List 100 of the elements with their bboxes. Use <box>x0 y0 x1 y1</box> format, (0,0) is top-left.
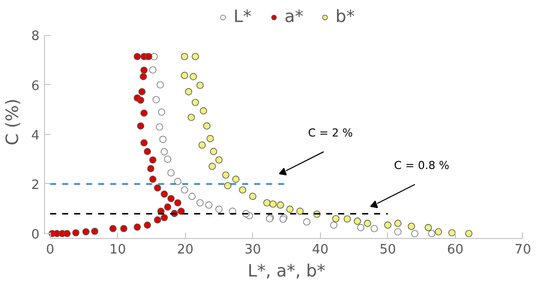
point <box>357 224 364 232</box>
point <box>196 199 204 206</box>
point <box>167 169 175 176</box>
point <box>160 148 168 156</box>
point <box>91 228 98 235</box>
point <box>192 52 199 60</box>
point <box>364 220 372 227</box>
point <box>137 122 144 130</box>
point <box>152 96 160 104</box>
point <box>140 66 148 74</box>
point <box>154 216 162 224</box>
legend-label: a* <box>284 7 304 27</box>
annotation: C = 2 % <box>308 126 353 140</box>
point <box>394 220 402 227</box>
point <box>370 224 378 232</box>
x-tick-label: 40 <box>312 242 329 258</box>
x-axis-title: L*, a*, b* <box>248 262 326 282</box>
y-tick-label: 4 <box>31 128 40 144</box>
point <box>222 171 230 179</box>
point <box>384 222 392 229</box>
point <box>149 176 156 183</box>
x-tick-label: 10 <box>109 242 126 258</box>
point <box>190 73 197 80</box>
y-axis-title: C (%) <box>3 98 24 146</box>
point <box>160 214 168 222</box>
point <box>249 192 256 200</box>
y-tick-label: 0 <box>31 228 40 243</box>
point <box>109 224 117 232</box>
point <box>134 94 141 102</box>
point <box>160 190 168 198</box>
x-tick-label: 0 <box>46 242 54 258</box>
point <box>465 230 472 238</box>
x-tick-label: 20 <box>176 242 194 258</box>
y-tick-label: 6 <box>31 78 40 94</box>
point <box>215 206 223 213</box>
point <box>144 222 152 229</box>
point <box>428 230 436 238</box>
point <box>188 114 195 121</box>
point <box>149 66 156 74</box>
point <box>296 208 304 215</box>
point <box>120 224 128 232</box>
point <box>408 222 416 230</box>
point <box>149 156 156 164</box>
point <box>424 224 432 232</box>
point <box>167 195 175 202</box>
point <box>303 218 310 226</box>
point <box>140 139 148 146</box>
point <box>178 208 185 215</box>
point <box>72 229 80 236</box>
x-tick-label: 60 <box>447 242 464 258</box>
annotation: C = 0.8 % <box>394 159 450 172</box>
point <box>394 228 402 236</box>
point <box>174 178 182 186</box>
legend-label: b* <box>336 7 356 27</box>
point <box>448 229 456 236</box>
legend-label: L* <box>234 7 252 27</box>
point <box>411 230 418 238</box>
point <box>164 203 172 211</box>
point <box>192 98 199 106</box>
point <box>180 72 188 79</box>
x-tick-label: 70 <box>514 242 532 258</box>
point <box>354 218 361 225</box>
y-tick-label: 8 <box>31 29 40 44</box>
point <box>276 201 284 209</box>
point <box>208 162 216 170</box>
point <box>344 215 351 223</box>
point <box>140 73 147 80</box>
point <box>224 182 232 190</box>
point <box>159 136 167 143</box>
x-tick-label: 50 <box>380 242 396 258</box>
point <box>140 109 148 117</box>
point <box>332 215 340 222</box>
point <box>82 228 90 236</box>
point <box>180 52 188 60</box>
point <box>138 88 146 96</box>
point <box>134 224 141 231</box>
point <box>232 176 240 183</box>
point <box>203 122 210 130</box>
point <box>63 230 71 238</box>
point <box>164 156 172 163</box>
y-tick-label: 2 <box>31 178 40 193</box>
point <box>200 107 208 114</box>
point <box>434 228 442 236</box>
point <box>330 222 338 229</box>
point <box>174 199 182 206</box>
point <box>215 156 223 164</box>
point <box>206 135 214 142</box>
point <box>210 148 218 156</box>
point <box>184 88 192 96</box>
point <box>134 52 141 60</box>
point <box>205 201 212 209</box>
point <box>196 82 204 89</box>
x-tick-label: 30 <box>244 242 262 258</box>
point <box>198 141 206 149</box>
point <box>188 192 196 200</box>
point <box>154 184 162 192</box>
point <box>144 148 152 156</box>
point <box>263 199 271 206</box>
point <box>156 81 164 88</box>
point <box>156 123 164 131</box>
